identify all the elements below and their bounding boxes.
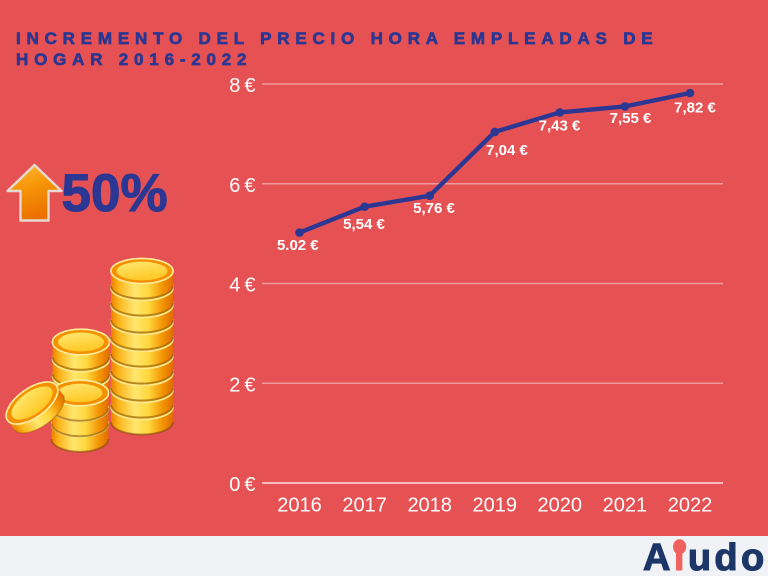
svg-text:2018: 2018 bbox=[407, 495, 452, 517]
svg-text:2021: 2021 bbox=[603, 495, 648, 517]
svg-text:Aıudo: Aıudo bbox=[643, 537, 768, 576]
svg-text:0 €: 0 € bbox=[229, 474, 255, 496]
svg-text:7,04 €: 7,04 € bbox=[486, 142, 528, 159]
svg-text:7,55 €: 7,55 € bbox=[610, 110, 652, 127]
svg-text:5,76 €: 5,76 € bbox=[413, 200, 455, 217]
svg-text:2022: 2022 bbox=[668, 495, 713, 517]
svg-text:2017: 2017 bbox=[342, 495, 387, 517]
svg-text:8 €: 8 € bbox=[229, 75, 255, 97]
svg-text:5.02 €: 5.02 € bbox=[277, 237, 319, 254]
svg-text:6 €: 6 € bbox=[229, 175, 255, 197]
svg-text:2020: 2020 bbox=[538, 495, 583, 517]
svg-text:7,43 €: 7,43 € bbox=[539, 117, 581, 134]
svg-text:2 €: 2 € bbox=[229, 374, 255, 396]
svg-text:5,54 €: 5,54 € bbox=[343, 216, 385, 233]
svg-text:2016: 2016 bbox=[277, 495, 322, 517]
svg-text:7,82 €: 7,82 € bbox=[674, 99, 716, 116]
svg-text:4 €: 4 € bbox=[229, 275, 255, 297]
svg-text:2019: 2019 bbox=[473, 495, 518, 517]
